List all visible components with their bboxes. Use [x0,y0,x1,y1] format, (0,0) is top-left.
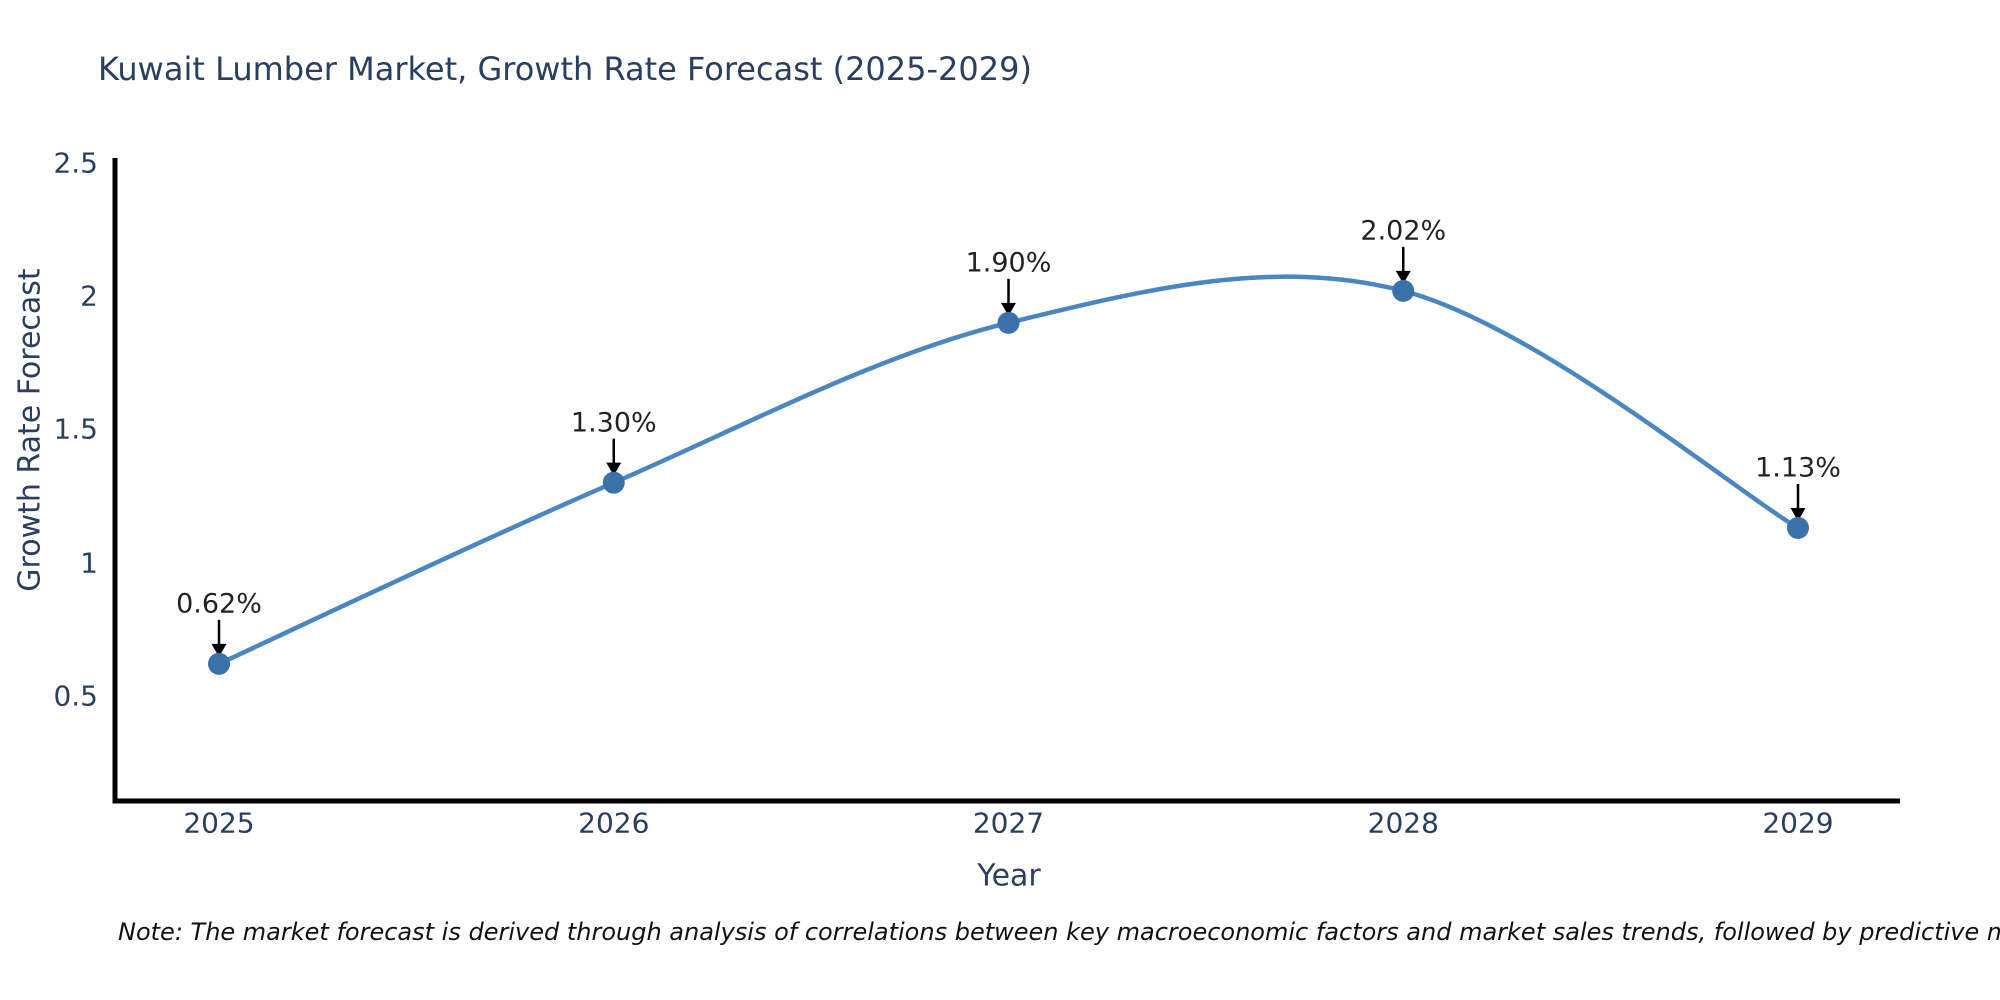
data-point-label: 1.13% [1755,452,1841,484]
data-point-marker [1787,516,1809,539]
data-point-label: 0.62% [176,588,262,620]
footnote: Note: The market forecast is derived thr… [118,918,2000,946]
y-tick-label: 2.5 [53,146,98,180]
y-tick-label: 2 [80,279,98,313]
data-point-marker [208,652,230,675]
annotation-arrowhead [1001,302,1016,316]
x-axis-title: Year [977,858,1041,894]
data-point-label: 1.90% [965,247,1052,279]
forecast-line [218,274,1800,666]
y-tick-label: 0.5 [53,679,98,713]
x-tick-label: 2025 [183,806,255,840]
annotation-arrowhead [1790,507,1806,521]
x-tick-label: 2027 [972,806,1045,840]
y-tick-label: 1.5 [53,412,98,446]
annotation-arrowhead [1395,270,1411,284]
y-tick-label: 1 [80,546,98,580]
x-tick-label: 2026 [578,806,650,840]
data-point-marker [602,471,625,494]
data-point-marker [1392,279,1415,302]
chart-title: Kuwait Lumber Market, Growth Rate Foreca… [98,50,1032,88]
annotation-arrowhead [211,643,227,657]
data-point-label: 2.02% [1360,215,1447,247]
annotation-arrowhead [606,462,622,476]
x-tick-label: 2029 [1762,806,1834,840]
x-tick-label: 2028 [1367,806,1439,840]
data-point-marker [997,311,1020,334]
data-point-label: 1.30% [570,407,657,439]
